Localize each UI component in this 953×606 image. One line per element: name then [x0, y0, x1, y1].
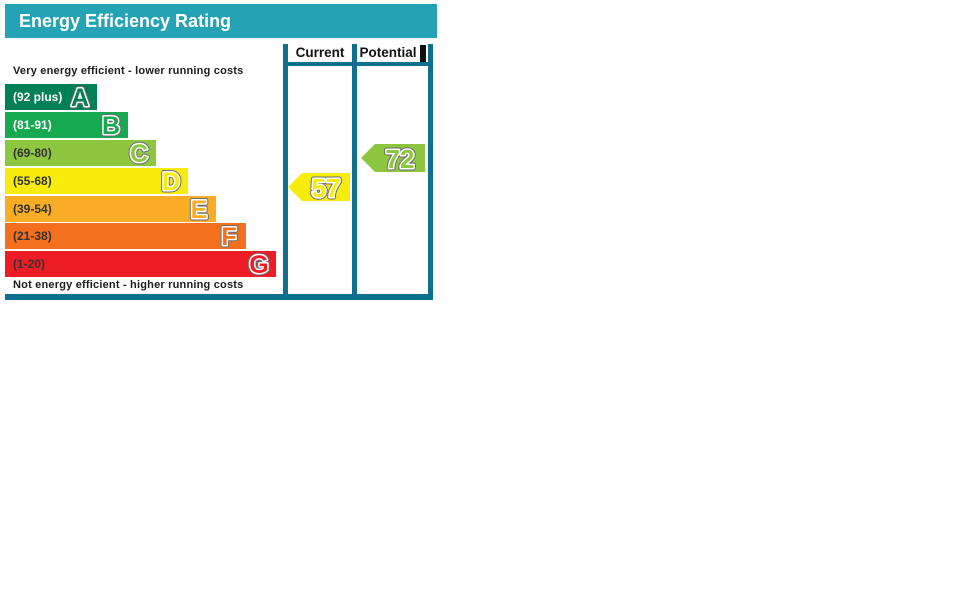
column-divider-border: [352, 44, 357, 300]
band-d-letter-icon: D D: [159, 168, 182, 194]
band-a-letter-icon: A A: [68, 84, 91, 110]
svg-text:G: G: [249, 251, 268, 277]
header-divider-bar: [420, 45, 426, 62]
svg-text:B: B: [102, 112, 120, 138]
svg-text:72: 72: [386, 144, 415, 173]
band-c-range: (69-80): [13, 146, 52, 160]
svg-text:E: E: [191, 196, 208, 222]
svg-text:B: B: [102, 112, 120, 138]
band-a-range: (92 plus): [13, 90, 63, 104]
band-f-letter-icon: F F: [219, 223, 239, 249]
current-column-left-border: [283, 44, 288, 300]
band-b-range: (81-91): [13, 118, 52, 132]
band-a: (92 plus) A A: [5, 84, 97, 110]
left-arrow-icon: [288, 173, 350, 201]
svg-text:A: A: [71, 84, 89, 110]
svg-text:F: F: [221, 223, 236, 249]
svg-text:D: D: [162, 168, 180, 194]
current-rating-arrow: 57 57: [288, 172, 350, 202]
band-d-range: (55-68): [13, 174, 52, 188]
svg-text:72: 72: [386, 144, 415, 173]
chart-bottom-border: [5, 294, 433, 300]
svg-text:D: D: [162, 168, 180, 194]
page-title: Energy Efficiency Rating: [19, 11, 232, 31]
caption-not-efficient: Not energy efficient - higher running co…: [13, 279, 244, 291]
band-g-letter-icon: G G: [247, 251, 271, 277]
band-e-letter-icon: E E: [188, 196, 210, 222]
left-arrow-icon: [361, 144, 425, 172]
band-b: (81-91) B B: [5, 112, 128, 138]
band-d: (55-68) D D: [5, 168, 188, 194]
svg-text:C: C: [130, 140, 148, 166]
column-header-current: Current: [295, 45, 345, 60]
band-c: (69-80) C C: [5, 140, 156, 166]
svg-text:E: E: [191, 196, 208, 222]
band-c-letter-icon: C C: [127, 140, 150, 166]
band-g: (1-20) G G: [5, 251, 276, 277]
header-underline: [283, 62, 433, 66]
band-f: (21-38) F F: [5, 223, 246, 249]
svg-text:57: 57: [312, 173, 341, 202]
svg-text:C: C: [130, 140, 148, 166]
band-f-range: (21-38): [13, 229, 52, 243]
band-e: (39-54) E E: [5, 196, 216, 222]
title-bar: Energy Efficiency Rating: [5, 4, 437, 38]
band-b-letter-icon: B B: [99, 112, 122, 138]
band-g-range: (1-20): [13, 257, 46, 271]
svg-text:A: A: [71, 84, 89, 110]
svg-text:57: 57: [312, 173, 341, 202]
svg-text:F: F: [221, 223, 236, 249]
caption-very-efficient: Very energy efficient - lower running co…: [13, 65, 244, 77]
potential-column-right-border: [428, 44, 433, 300]
svg-text:G: G: [249, 251, 268, 277]
column-header-potential: Potential: [359, 45, 417, 60]
potential-rating-arrow: 72 72: [361, 143, 425, 173]
band-e-range: (39-54): [13, 202, 52, 216]
